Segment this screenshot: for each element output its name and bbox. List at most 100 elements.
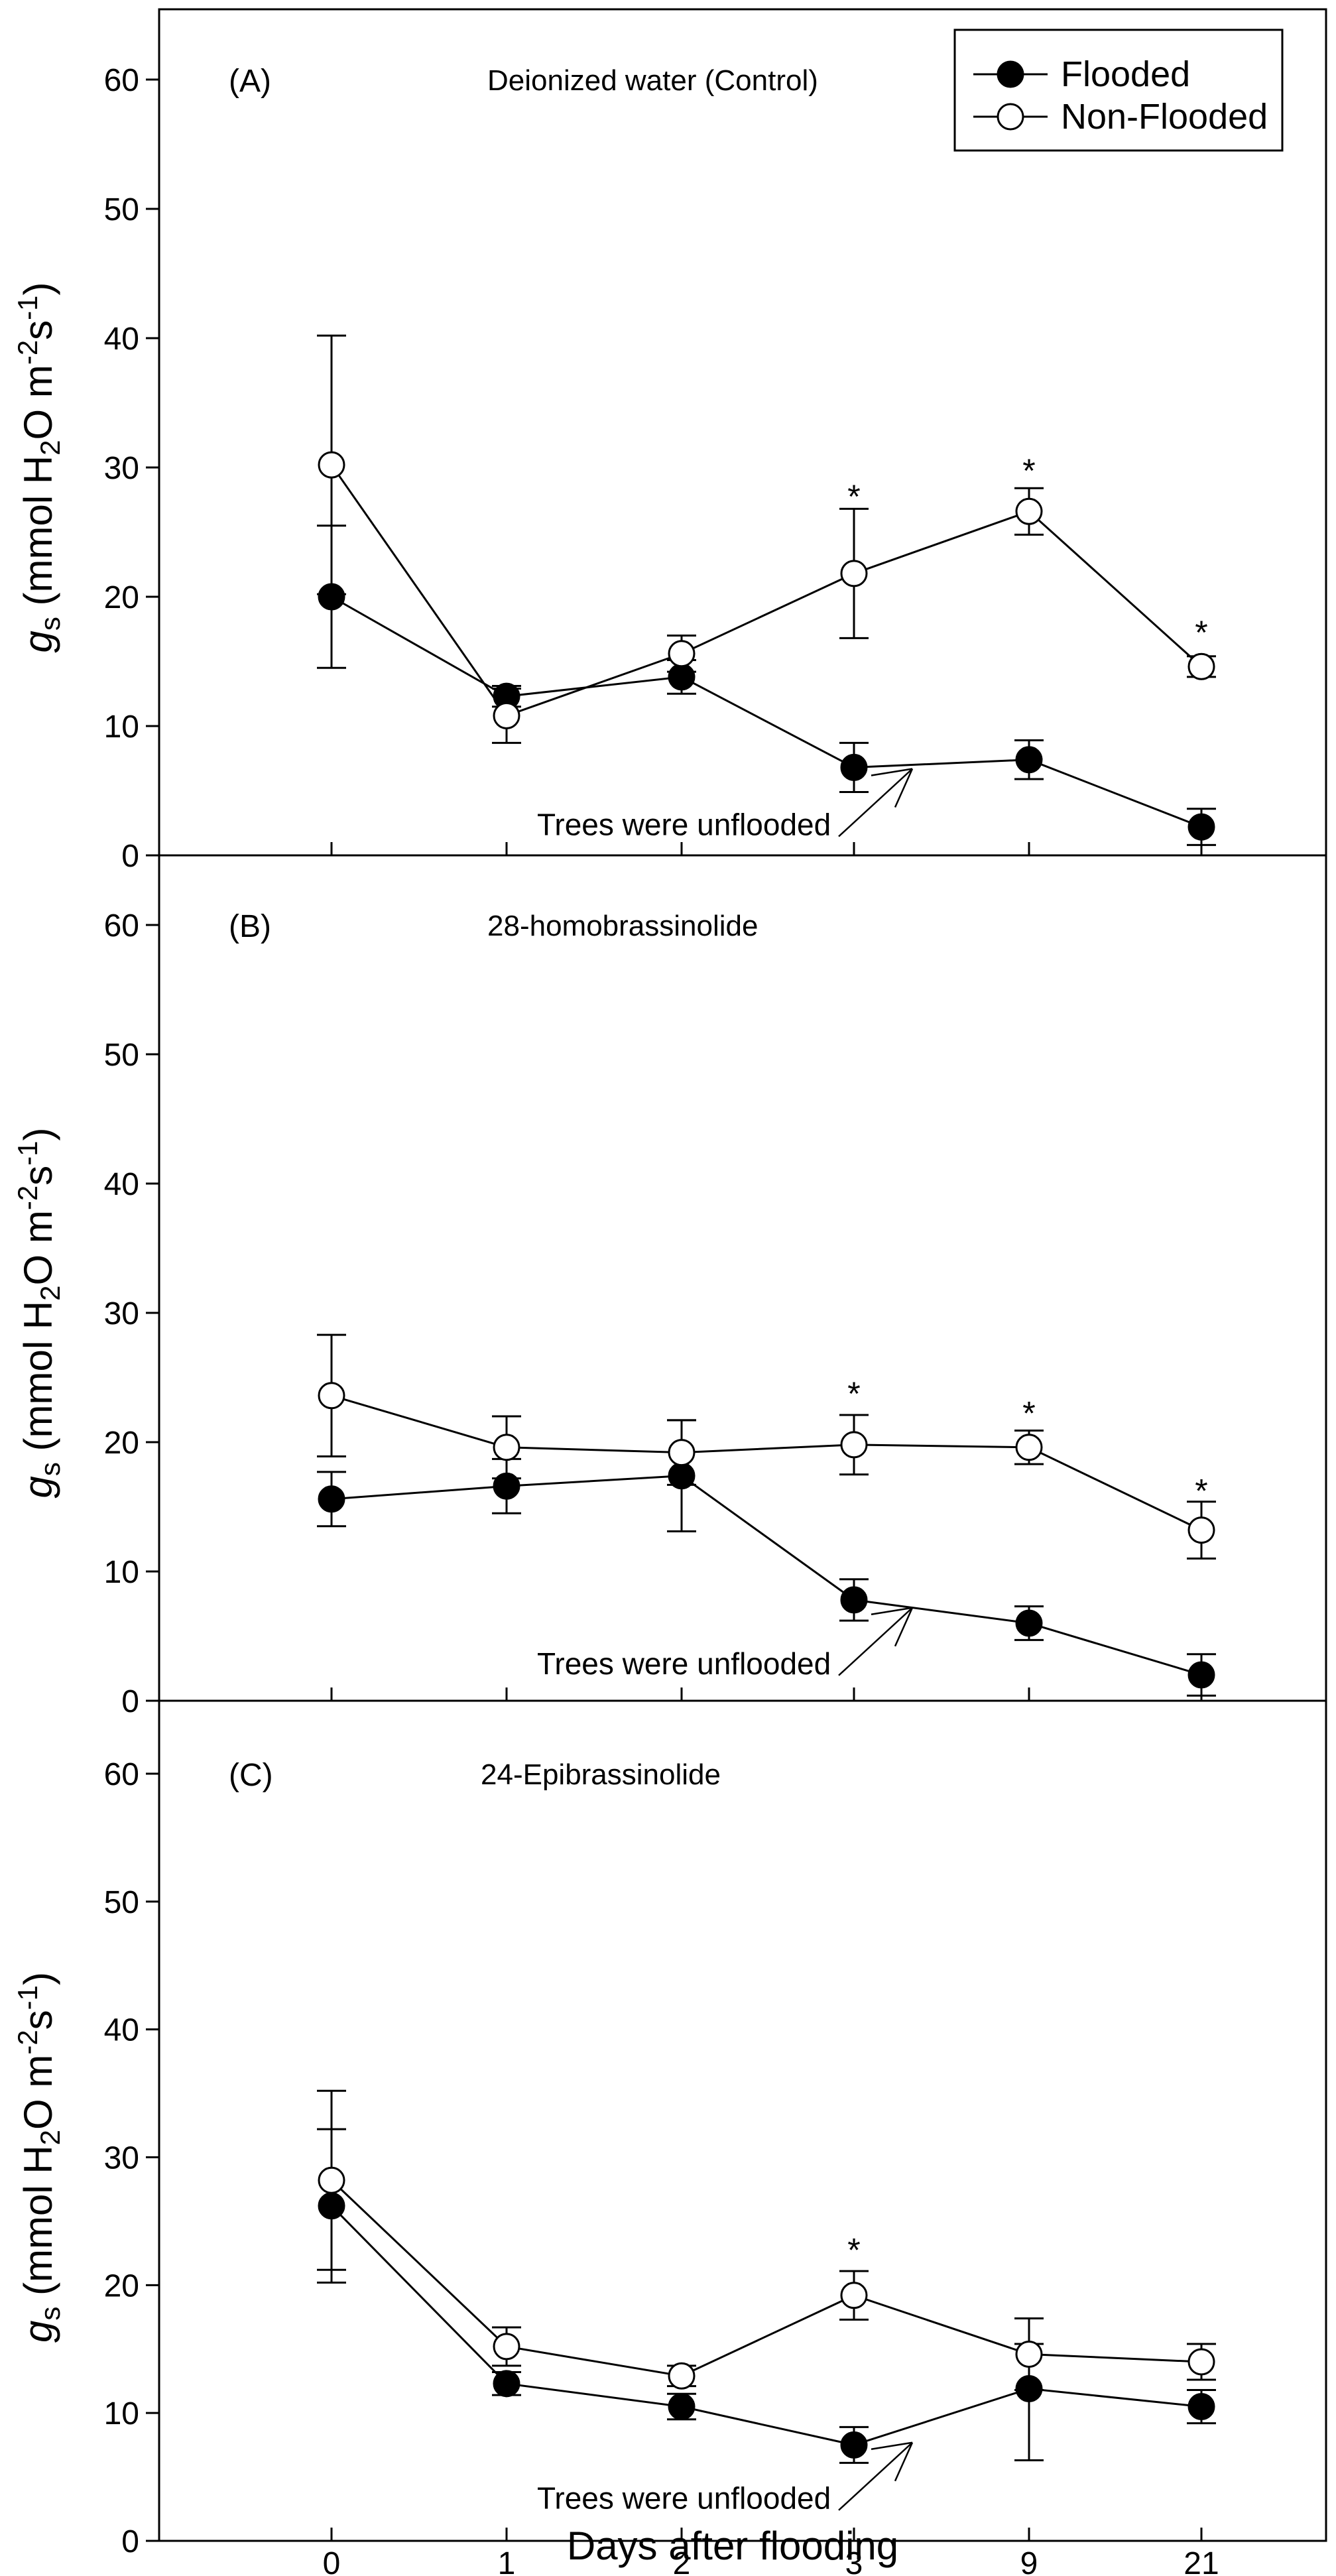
data-point (493, 702, 520, 729)
data-point (1187, 2348, 1215, 2376)
data-point (840, 1431, 868, 1459)
panel-title: 24-Epibrassinolide (481, 1758, 721, 1791)
y-axis-title: gs (mmol H2O m-2s-1) (12, 1972, 66, 2343)
y-axis-title-part: -1 (12, 295, 43, 320)
y-axis-title-part: s (34, 1462, 66, 1476)
series-flooded (317, 2128, 1216, 2464)
legend-label-flooded: Flooded (1061, 54, 1190, 94)
y-tick-label: 60 (104, 908, 139, 944)
annotation-arrow (838, 1607, 913, 1676)
panel-title: 28-homobrassinolide (487, 910, 758, 942)
series-flooded (317, 524, 1216, 846)
y-axis-title-part: O m (16, 1210, 60, 1285)
y-axis-title-part: (mmol H (16, 1301, 60, 1462)
y-axis-title-part: -2 (12, 340, 43, 365)
legend-marker-nonflooded (997, 103, 1024, 131)
data-point (1015, 497, 1043, 525)
y-tick-label: 0 (121, 839, 139, 874)
annotation-arrowhead (894, 768, 914, 808)
data-point (668, 640, 696, 668)
significance-star: * (1195, 1472, 1207, 1509)
series-non-flooded (317, 2089, 1216, 2391)
x-tick-label: 0 (323, 2546, 341, 2576)
data-point (1015, 2340, 1043, 2368)
y-tick-label: 20 (104, 580, 139, 615)
data-point (1187, 652, 1215, 680)
annotation-arrow (838, 768, 913, 837)
panel-title: Deionized water (Control) (487, 64, 818, 97)
annotation-text: Trees were unflooded (537, 808, 831, 842)
y-tick-label: 30 (104, 2141, 139, 2176)
annotation-arrowhead (894, 1607, 914, 1647)
data-point (318, 1382, 345, 1410)
annotation-arrowhead (894, 2442, 914, 2482)
y-tick-label: 40 (104, 2013, 139, 2048)
series-line (331, 1475, 1202, 1676)
y-axis-title-part: O m (16, 365, 60, 440)
y-tick-label: 60 (104, 1757, 139, 1792)
annotation-text: Trees were unflooded (537, 1646, 831, 1681)
series-non-flooded (317, 334, 1216, 744)
annotation-arrowhead (871, 768, 913, 776)
y-axis-title-part: 2 (34, 2130, 66, 2145)
significance-star: * (847, 2231, 860, 2268)
annotation-arrowhead (871, 1607, 913, 1615)
y-tick-label: 20 (104, 2268, 139, 2303)
data-point (668, 2393, 696, 2421)
legend-marker-flooded (997, 60, 1024, 88)
data-point (668, 2362, 696, 2390)
data-point (1015, 746, 1043, 774)
series-non-flooded (317, 1333, 1216, 1560)
y-tick-label: 10 (104, 709, 139, 745)
y-axis-title-part: s (34, 617, 66, 631)
data-point (840, 753, 868, 781)
significance-star: * (1022, 452, 1035, 489)
annotation-text: Trees were unflooded (537, 2481, 831, 2516)
plot-frame (158, 8, 1327, 2542)
y-tick-label: 50 (104, 192, 139, 227)
data-point (1187, 1661, 1215, 1689)
y-tick-label: 0 (121, 2524, 139, 2559)
y-axis-title-part: ) (16, 282, 60, 295)
y-axis-title-part: -2 (12, 1186, 43, 1210)
significance-star: * (847, 1375, 860, 1412)
y-axis-title-part: 2 (34, 1285, 66, 1300)
significance-star: * (847, 478, 860, 515)
significance-star: * (1022, 1394, 1035, 1432)
y-tick-label: 30 (104, 451, 139, 486)
series-line (330, 2205, 1202, 2446)
y-tick-label: 10 (104, 1555, 139, 1590)
series-line (331, 595, 1202, 828)
x-axis: 0 1 2 3 9 21 Days after flooding (323, 2524, 1219, 2576)
data-point (318, 451, 345, 479)
data-point (840, 560, 868, 587)
y-axis-title-part: ) (16, 1127, 60, 1140)
y-axis-title-part: ) (16, 1972, 60, 1985)
y-axis-title-part: -1 (12, 1985, 43, 2010)
x-tick-label: 1 (498, 2546, 516, 2576)
y-axis-title-part: 2 (34, 440, 66, 455)
x-tick-label: 2 (673, 2546, 691, 2576)
y-axis-title-part: (mmol H (16, 456, 60, 617)
data-point (493, 2370, 520, 2398)
data-point (1015, 1609, 1043, 1637)
annotation-arrow (838, 2441, 913, 2511)
y-tick-label: 50 (104, 1038, 139, 1073)
data-point (668, 1439, 696, 1467)
y-tick-label: 10 (104, 2396, 139, 2431)
data-point (840, 2282, 868, 2309)
data-point (1015, 1434, 1043, 1461)
y-axis-title-part: g (16, 1476, 60, 1498)
x-tick-label: 9 (1020, 2546, 1038, 2576)
data-point (318, 1485, 345, 1513)
series-line (330, 2179, 1202, 2377)
y-axis-title-part: s (16, 1166, 60, 1186)
x-tick-label: 3 (845, 2546, 863, 2576)
x-tick-label: 21 (1184, 2546, 1219, 2576)
y-tick-label: 0 (121, 1684, 139, 1719)
data-point (1187, 2393, 1215, 2421)
